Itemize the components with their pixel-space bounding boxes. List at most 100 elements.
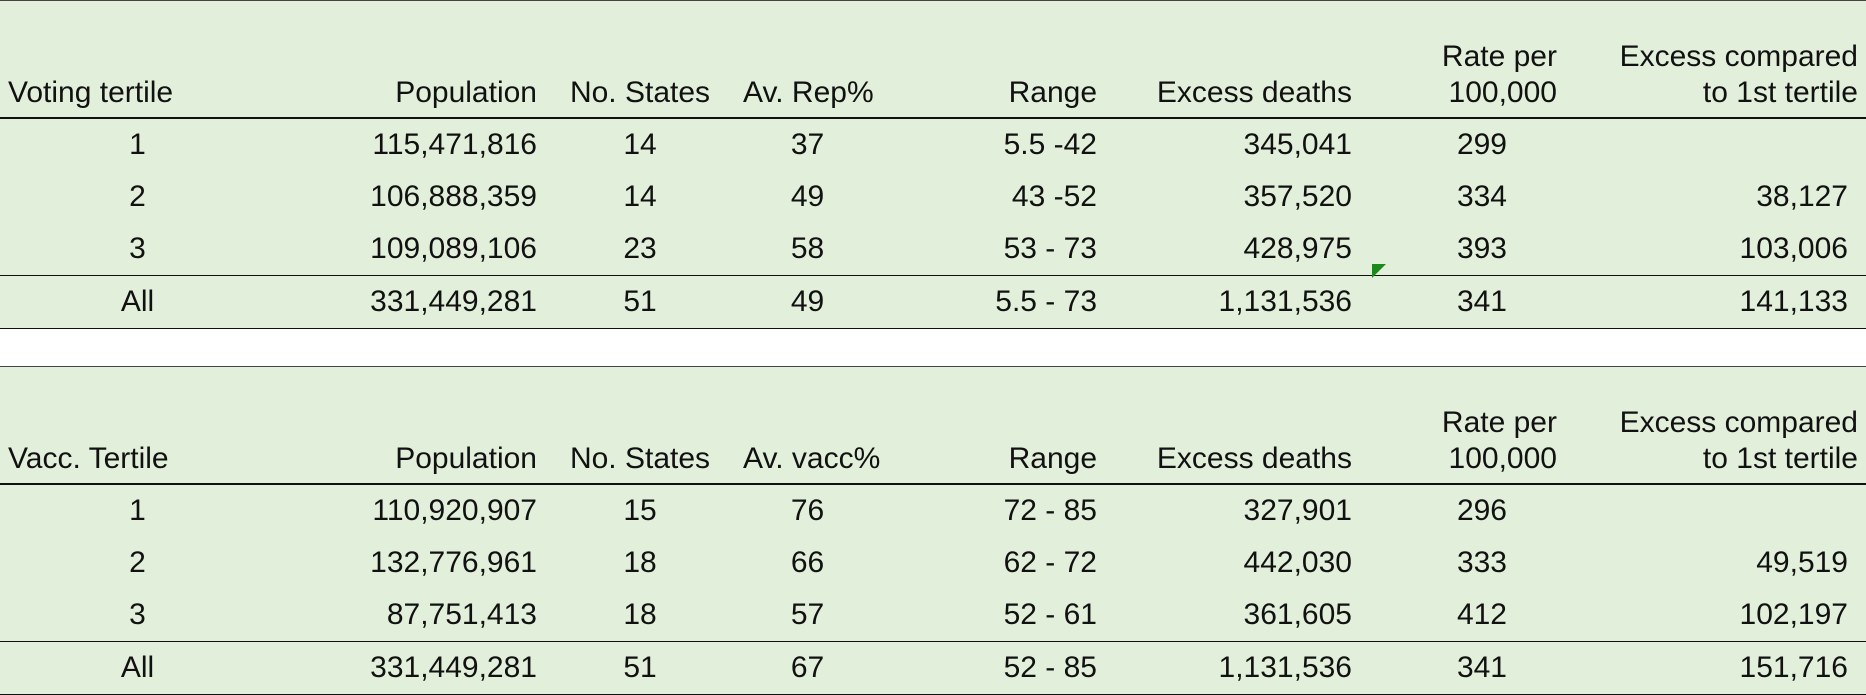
cell-range: 72 - 85 [1003,494,1097,527]
cell-average-percent: 67 [735,641,880,695]
column-header-tertile: Voting tertile [0,0,275,119]
cell-no-states: 51 [545,641,735,695]
cell-range: 53 - 73 [1003,232,1097,265]
cell-population: 110,920,907 [372,494,537,527]
column-header-range: Range [880,0,1105,119]
cell-range: 43 -52 [1011,180,1097,213]
cell-population: 106,888,359 [370,180,537,213]
header-line: Rate per [1441,40,1557,73]
cell-excess-compared: 103,006 [1739,232,1848,265]
column-header-excess-compared: Excess compared to 1st tertile [1565,0,1866,119]
cell-average-percent: 58 [790,232,825,265]
cell-no-states: 15 [623,494,657,527]
cell-excess-compared: 151,716 [1565,641,1866,695]
cell-excess-deaths: 1,131,536 [1105,641,1360,695]
header-line: Rate per [1441,406,1557,439]
cell-tertile: 1 [129,128,146,161]
cell-tertile: All [0,641,275,695]
cell-rate-per-100000: 393 [1456,232,1507,265]
cell-excess-deaths: 1,131,536 [1105,275,1360,329]
table-row: 2 106,888,359 14 49 43 -52 357,520 334 38,127 [0,171,1866,223]
cell-tertile: 2 [129,180,146,213]
table-row: 3 87,751,413 18 57 52 - 61 361,605 412 102,197 [0,589,1866,642]
cell-range: 5.5 - 73 [880,275,1105,329]
cell-rate-per-100000: 341 [1360,275,1565,329]
total-row: All 331,449,281 51 67 52 - 85 1,131,536 341 151… [0,641,1866,695]
cell-population: 109,089,106 [370,232,537,265]
cell-excess-compared [1565,118,1866,171]
header-row: Vacc. Tertile Population No. States Av. vac… [0,366,1866,485]
cell-range: 62 - 72 [1003,546,1097,579]
column-header-excess-deaths: Excess deaths [1105,0,1360,119]
column-header-rate-per-100000: Rate per 100,000 [1360,0,1565,119]
cell-no-states: 18 [623,546,657,579]
cell-population: 132,776,961 [370,546,537,579]
cell-tertile: 2 [129,546,146,579]
cell-no-states: 14 [623,128,657,161]
cell-no-states: 23 [623,232,657,265]
cell-average-percent: 66 [790,546,825,579]
cell-range: 52 - 61 [1003,598,1097,631]
column-header-population: Population [275,366,545,485]
cell-average-percent: 76 [790,494,825,527]
cell-excess-deaths: 327,901 [1243,494,1352,527]
cell-tertile: 1 [129,494,146,527]
cell-range: 5.5 -42 [1003,128,1097,161]
cell-no-states: 14 [623,180,657,213]
cell-average-percent: 49 [790,180,825,213]
cell-population: 331,449,281 [275,641,545,695]
cell-population: 331,449,281 [275,275,545,329]
cell-no-states: 51 [545,275,735,329]
column-header-no-states: No. States [545,366,735,485]
header-line: Excess compared [1619,40,1858,73]
cell-excess-compared: 38,127 [1756,180,1848,213]
cell-range: 52 - 85 [880,641,1105,695]
cell-tertile: All [0,275,275,329]
cell-rate-per-100000: 341 [1360,641,1565,695]
cell-tertile: 3 [129,232,146,265]
cell-average-percent: 57 [790,598,825,631]
cell-rate-per-100000: 299 [1456,128,1507,161]
table-row: 2 132,776,961 18 66 62 - 72 442,030 333 49,519 [0,537,1866,589]
header-line: 100,000 [1448,76,1557,109]
cell-excess-compared: 141,133 [1565,275,1866,329]
cell-rate-per-100000: 333 [1456,546,1507,579]
column-header-average-percent: Av. Rep% [735,0,880,119]
column-header-excess-deaths: Excess deaths [1105,366,1360,485]
cell-rate-per-100000: 412 [1456,598,1507,631]
cell-tertile: 3 [129,598,146,631]
cell-excess-deaths: 357,520 [1243,180,1352,213]
cell-population: 87,751,413 [386,598,537,631]
column-header-rate-per-100000: Rate per 100,000 [1360,366,1565,485]
cell-average-percent: 37 [790,128,825,161]
column-header-no-states: No. States [545,0,735,119]
header-line: Excess compared [1619,406,1858,439]
cell-excess-compared: 102,197 [1739,598,1848,631]
vaccination-tertile-table: Vacc. Tertile Population No. States Av. vac… [0,366,1866,695]
voting-tertile-table: Voting tertile Population No. States Av. Re… [0,0,1866,329]
column-header-range: Range [880,366,1105,485]
cell-excess-compared: 49,519 [1756,546,1848,579]
cell-average-percent: 49 [735,275,880,329]
column-header-tertile: Vacc. Tertile [0,366,275,485]
cell-no-states: 18 [623,598,657,631]
cell-comment-marker-icon [1372,264,1386,278]
cell-excess-deaths: 361,605 [1243,598,1352,631]
column-header-excess-compared: Excess compared to 1st tertile [1565,366,1866,485]
table-row: 3 109,089,106 23 58 53 - 73 428,975 393 103,006 [0,223,1866,276]
column-header-population: Population [275,0,545,119]
table-row: 1 110,920,907 15 76 72 - 85 327,901 296 [0,484,1866,537]
header-row: Voting tertile Population No. States Av. Re… [0,0,1866,119]
cell-population: 115,471,816 [372,128,537,161]
cell-excess-deaths: 428,975 [1243,232,1352,265]
cell-excess-deaths: 442,030 [1243,546,1352,579]
header-line: to 1st tertile [1702,76,1858,109]
header-line: 100,000 [1448,442,1557,475]
table-row: 1 115,471,816 14 37 5.5 -42 345,041 299 [0,118,1866,171]
cell-rate-per-100000: 296 [1456,494,1507,527]
header-line: to 1st tertile [1702,442,1858,475]
total-row: All 331,449,281 51 49 5.5 - 73 1,131,536 341 14… [0,275,1866,329]
cell-excess-compared [1565,484,1866,537]
cell-rate-per-100000: 334 [1456,180,1507,213]
cell-excess-deaths: 345,041 [1243,128,1352,161]
